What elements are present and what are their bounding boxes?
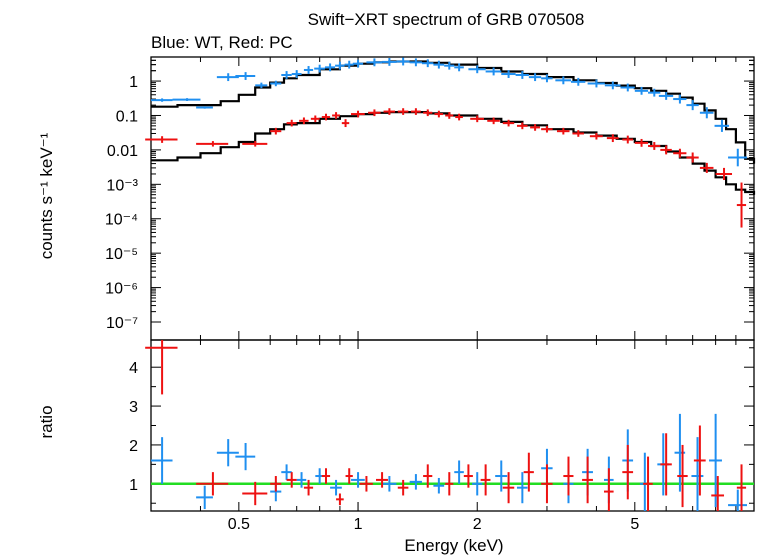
x-axis-label: Energy (keV): [404, 536, 503, 555]
bottom-y-axis-label: ratio: [37, 405, 56, 438]
x-tick-label: 1: [354, 516, 363, 533]
spectrum-panel: 1 0.1 0.01 10⁻³ 10⁻⁴ 10⁻⁵ 10⁻⁶ 10⁻⁷: [105, 56, 756, 341]
y-tick-label: 1: [129, 74, 138, 91]
x-tick-label: 2: [473, 516, 482, 533]
y-tick-label: 10⁻⁷: [106, 315, 138, 332]
model-step-line: [151, 111, 756, 195]
y-tick-label: 2: [129, 438, 138, 455]
y-tick-label: 0.1: [116, 108, 138, 125]
x-tick-label: 5: [630, 516, 639, 533]
y-tick-label: 10⁻⁴: [105, 212, 138, 229]
x-tick-label: 0.5: [228, 516, 250, 533]
chart-title: Swift−XRT spectrum of GRB 070508: [308, 10, 585, 29]
y-tick-label: 10⁻⁶: [105, 281, 138, 298]
y-tick-label: 4: [129, 360, 138, 377]
series-pc: [145, 108, 747, 228]
y-tick-label: 1: [129, 477, 138, 494]
ratio-series-pc: [145, 340, 747, 511]
top-plot-frame: [150, 56, 755, 341]
top-y-axis-label: counts s⁻¹ keV⁻¹: [37, 132, 56, 259]
ratio-panel: 0.5 1 2 5 1 2 3 4: [129, 339, 755, 533]
y-tick-label: 10⁻³: [106, 177, 138, 194]
series-wt: [151, 57, 747, 167]
y-tick-label: 3: [129, 399, 138, 416]
y-tick-label: 0.01: [107, 143, 138, 160]
chart-subtitle: Blue: WT, Red: PC: [151, 33, 293, 52]
y-tick-label: 10⁻⁵: [105, 246, 138, 263]
ratio-series-wt: [151, 413, 747, 511]
